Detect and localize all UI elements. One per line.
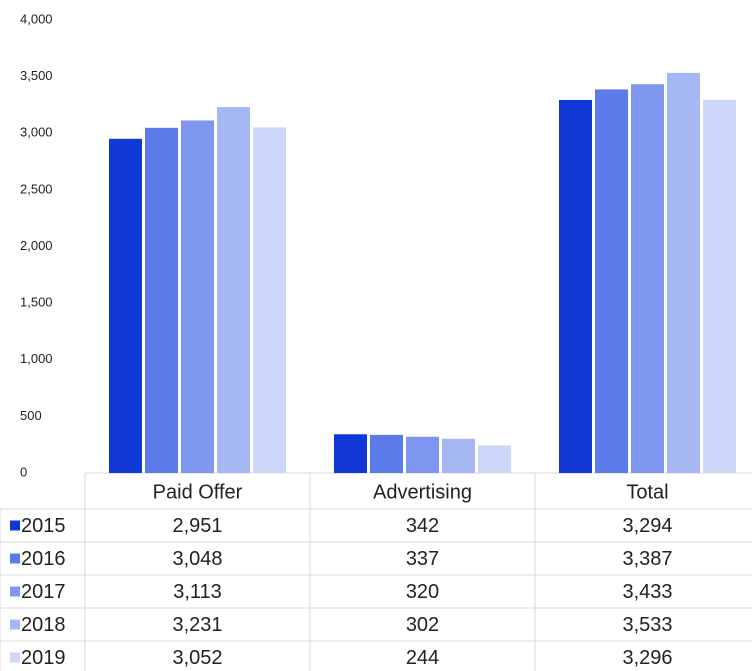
bar	[595, 89, 628, 474]
legend-label: 2019	[21, 647, 66, 669]
bar	[631, 84, 664, 473]
data-label: 3,294	[622, 515, 672, 537]
y-tick-label: 4,000	[20, 11, 53, 26]
bar	[145, 127, 178, 474]
y-tick-label: 2,000	[20, 238, 53, 253]
data-label: 3,113	[173, 581, 222, 603]
bar	[559, 99, 592, 473]
y-tick-label: 2,500	[20, 181, 53, 196]
bar	[334, 434, 367, 473]
legend-label: 2016	[21, 548, 66, 570]
data-label: 3,533	[622, 614, 672, 636]
data-label: 342	[406, 515, 439, 537]
data-label: 337	[406, 548, 439, 570]
bar	[217, 107, 250, 474]
y-tick-label: 1,500	[20, 295, 53, 310]
bar	[478, 445, 511, 473]
bar	[370, 434, 403, 473]
y-tick-label: 500	[20, 408, 42, 423]
data-label: 302	[406, 614, 439, 636]
x-tick-label: Advertising	[373, 481, 472, 503]
data-label: 320	[406, 581, 439, 603]
data-label: 3,296	[622, 647, 672, 669]
data-label: 3,433	[622, 581, 672, 603]
legend-key	[10, 586, 20, 597]
legend-key	[10, 520, 20, 531]
legend-label: 2017	[21, 581, 66, 603]
x-tick-label: Paid Offer	[153, 481, 243, 503]
bar	[667, 72, 700, 473]
bar	[109, 138, 142, 473]
legend-key	[10, 619, 20, 630]
bar	[703, 99, 736, 473]
y-tick-label: 3,500	[20, 68, 53, 83]
bar	[253, 127, 286, 474]
legend-key	[10, 553, 20, 564]
x-tick-label: Total	[626, 481, 668, 503]
data-label: 3,231	[172, 614, 222, 636]
data-label: 3,387	[622, 548, 672, 570]
bar	[406, 436, 439, 473]
data-label: 3,048	[172, 548, 222, 570]
bar	[442, 438, 475, 473]
data-label: 3,052	[172, 647, 222, 669]
legend-label: 2018	[21, 614, 66, 636]
legend-key	[10, 652, 20, 663]
bar	[181, 120, 214, 473]
data-label: 2,951	[172, 515, 222, 537]
y-tick-label: 3,000	[20, 125, 53, 140]
y-tick-label: 1,000	[20, 351, 53, 366]
legend-label: 2015	[21, 515, 66, 537]
data-label: 244	[406, 647, 439, 669]
y-tick-label: 0	[20, 464, 27, 479]
